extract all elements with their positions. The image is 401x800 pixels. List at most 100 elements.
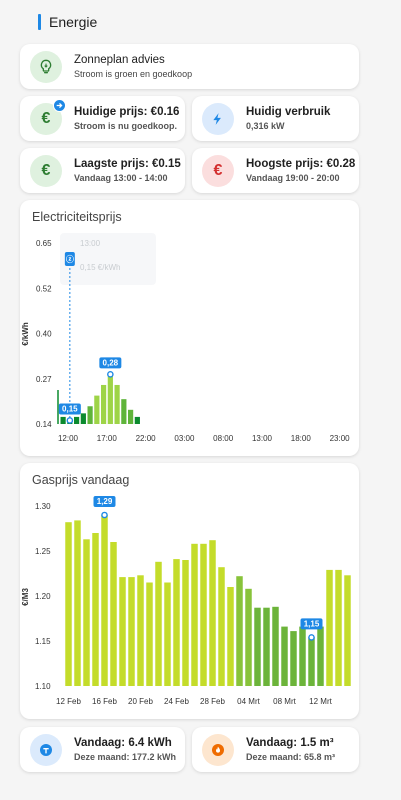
electricity-chart[interactable]: 0.65 0.52 0.40 0.27 0.14 €/kWh 12:00 17:00 22:00… [20,200,359,456]
gas-usage-month: Deze maand: 65.8 m³ [246,751,336,762]
gas-price-bar [335,569,342,686]
gas-price-bar [128,577,135,686]
gas-price-bar [308,637,315,686]
gas-price-bar [191,543,198,686]
x-tick-label: 17:00 [97,434,118,443]
tooltip-value: 0,15 €/kWh [80,263,120,272]
x-tick-label: 20 Feb [128,697,153,706]
lightning-icon [213,112,221,125]
gas-price-bar [164,582,171,686]
y-tick-label: 1.25 [35,547,51,556]
current-usage-value: 0,316 kW [246,120,285,131]
gas-price-bar [182,560,189,686]
gas-price-bar [236,576,243,686]
arrow-right-icon [53,98,66,112]
lowest-price-title: Laagste prijs: €0.15 [74,157,181,170]
gas-price-bar [65,522,72,686]
x-tick-label: 08 Mrt [273,697,296,706]
highest-price-icon-circle: € [202,154,234,187]
x-tick-label: 12:00 [58,434,79,443]
tooltip-time: 13:00 [80,239,101,248]
price-bar [74,416,80,424]
y-tick-label: 0.52 [36,284,52,293]
crosshair-marker-label: ⓩ [66,254,74,264]
gas-price-bar [74,520,81,686]
advice-subtitle: Stroom is groen en goedkoop [74,68,193,79]
gas-price-bar [155,561,162,686]
gas-price-bar [227,587,234,686]
max-label-marker [101,511,108,519]
gas-price-bar [218,567,225,686]
price-bar [121,399,127,424]
x-tick-label: 23:00 [330,434,351,443]
current-price-card[interactable]: € Huidige prijs: €0.16 Stroom is nu goed… [20,96,185,141]
highest-price-title: Hoogste prijs: €0.28 [246,157,356,170]
max-label-box [99,357,122,369]
gas-usage-card[interactable]: Vandaag: 1.5 m³ Deze maand: 65.8 m³ [192,727,359,772]
gas-price-bar [146,582,153,686]
gas-price-bar [209,540,216,686]
x-tick-label: 22:00 [136,434,157,443]
current-usage-card[interactable]: Huidig verbruik 0,316 kW [192,96,359,141]
price-bar [101,384,107,424]
lowest-price-card[interactable]: € Laagste prijs: €0.15 Vandaag 13:00 - 1… [20,148,185,193]
gas-price-bar [326,569,333,686]
current-usage-title: Huidig verbruik [246,105,331,118]
x-tick-label: 24 Feb [164,697,189,706]
gas-price-bar [272,606,279,686]
flame-icon [212,743,224,756]
lowest-price-subtitle: Vandaag 13:00 - 14:00 [74,172,168,183]
price-bar [107,374,113,424]
gas-price-bar [137,575,144,686]
y-tick-label: 1.20 [35,592,51,601]
price-bar [60,416,66,424]
euro-icon: € [41,161,51,179]
gas-price-bar [344,575,351,686]
energy-usage-icon-circle [30,733,62,766]
electric-meter-icon [40,743,52,756]
price-bar [134,416,140,424]
energy-usage-month: Deze maand: 177.2 kWh [74,751,177,762]
price-bar [114,384,120,424]
min-label: 1,15 [304,619,320,628]
gas-price-bar [119,577,126,686]
x-tick-label: 28 Feb [200,697,225,706]
highest-price-card[interactable]: € Hoogste prijs: €0.28 Vandaag 19:00 - 2… [192,148,359,193]
current-price-subtitle: Stroom is nu goedkoop. [74,120,177,131]
min-label-box [58,403,81,415]
euro-icon: € [41,109,51,127]
max-label-box [93,496,116,507]
crosshair-marker [64,252,75,266]
x-tick-label: 03:00 [174,434,195,443]
gas-chart-card: Gasprijs vandaag 1.30 1.25 1.20 1.15 1.10 €/M… [20,463,359,719]
advice-icon-circle [30,50,62,83]
header-accent-bar [38,14,41,30]
gas-chart[interactable]: 1.30 1.25 1.20 1.15 1.10 €/M3 12 Feb 16 Feb 20 F… [20,463,359,719]
price-bar [94,395,100,424]
y-tick-label: 0.27 [36,375,52,384]
x-tick-label: 08:00 [213,434,234,443]
gas-price-bar [245,588,252,686]
tooltip-panel [60,233,156,285]
current-price-title: Huidige prijs: €0.16 [74,105,180,118]
current-price-icon-circle: € [30,98,66,135]
max-marker [107,371,114,378]
y-tick-label: 1.10 [35,682,51,691]
gas-price-bar [173,559,180,686]
price-bar [80,413,86,424]
x-tick-label: 13:00 [252,434,273,443]
advice-card[interactable]: Zonneplan advies Stroom is groen en goed… [20,44,359,89]
highest-price-subtitle: Vandaag 19:00 - 20:00 [246,172,340,183]
x-tick-label: 18:00 [291,434,312,443]
gas-price-bar [290,631,297,686]
euro-icon: € [213,161,223,179]
page-title: Energie [49,14,98,30]
advice-title: Zonneplan advies [74,53,165,66]
energy-usage-card[interactable]: Vandaag: 6.4 kWh Deze maand: 177.2 kWh [20,727,185,772]
electricity-chart-title: Electriciteitsprijs [32,210,122,224]
gas-price-bar [317,626,324,686]
lowest-price-icon-circle: € [30,154,62,187]
x-tick-label: 04 Mrt [237,697,260,706]
gas-price-bar [281,626,288,686]
lightbulb-icon [40,59,52,73]
